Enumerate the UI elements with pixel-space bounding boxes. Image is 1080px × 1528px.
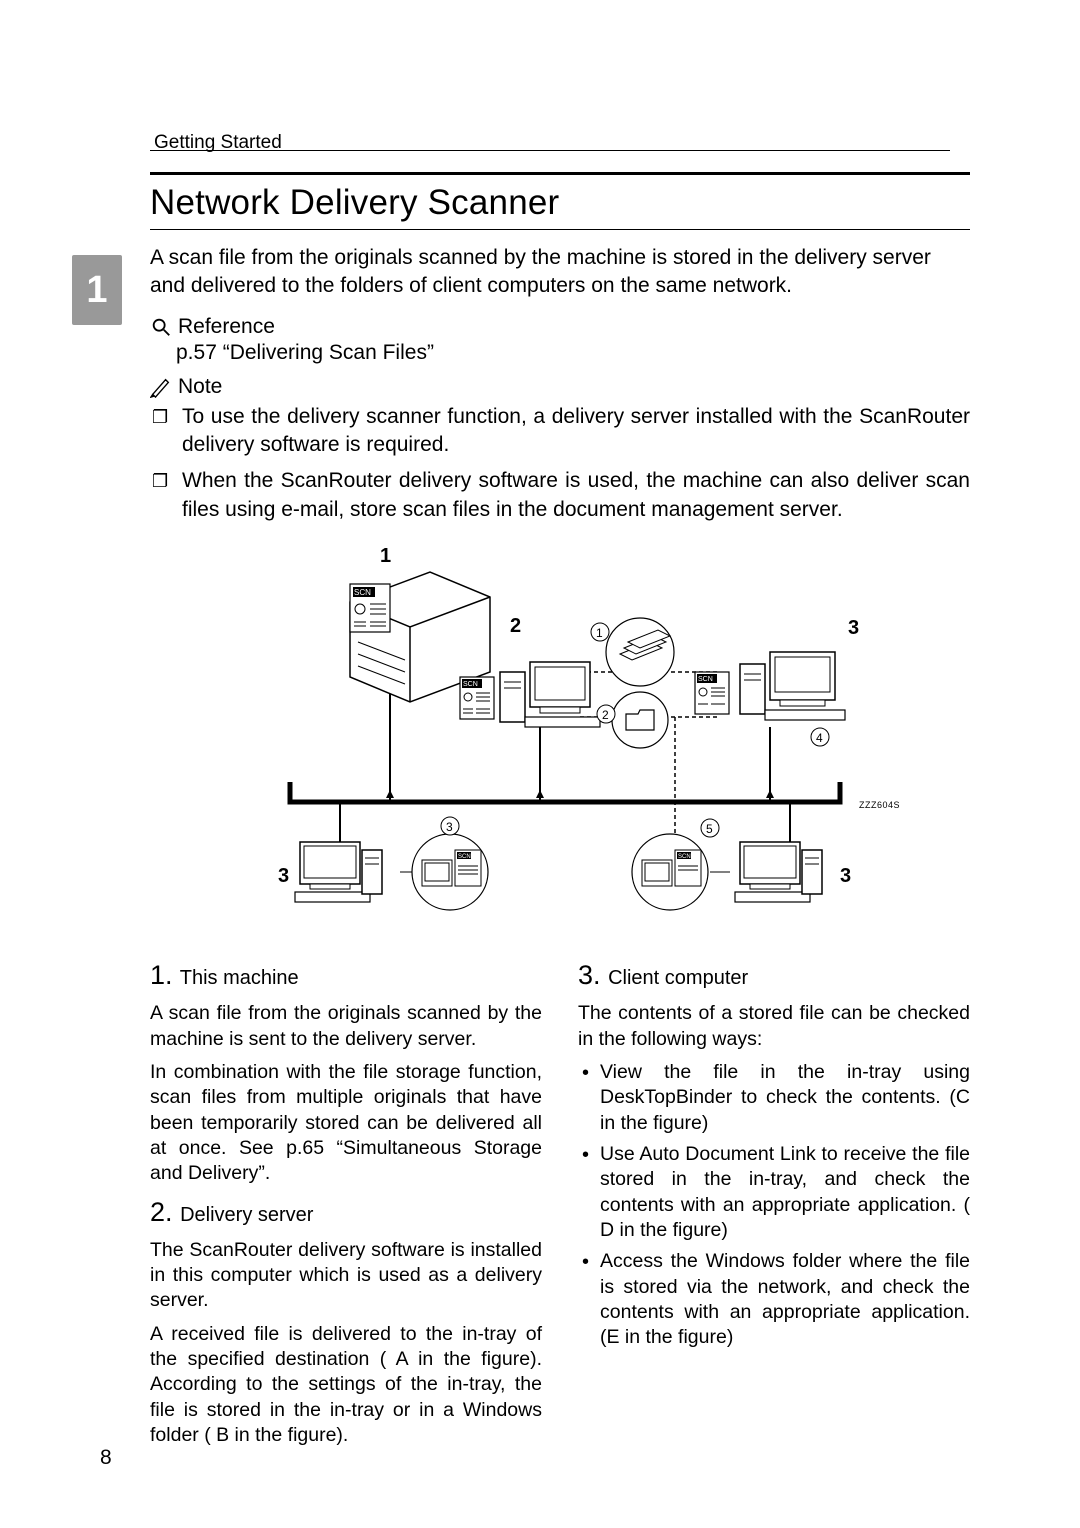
reference-heading: Reference [150, 315, 970, 339]
svg-text:SCN: SCN [463, 681, 478, 688]
chapter-tab: 1 [72, 255, 122, 325]
diagram-circled-5: 5 [706, 822, 713, 836]
bullet-item: View the file in the in-tray using DeskT… [578, 1060, 970, 1136]
note-label: Note [178, 375, 222, 399]
left-column: 1. This machine A scan file from the ori… [150, 952, 542, 1456]
note-heading: Note [150, 375, 970, 399]
svg-text:SCN: SCN [458, 854, 471, 860]
svg-text:SCN: SCN [354, 588, 371, 597]
section-title: Network Delivery Scanner [150, 183, 970, 223]
reference-icon [150, 316, 172, 338]
item-2-p2: A received file is delivered to the in-t… [150, 1322, 542, 1449]
diagram-label-3a: 3 [848, 617, 859, 639]
item-1-heading: 1. This machine [150, 958, 542, 993]
item-3-bullets: View the file in the in-tray using DeskT… [578, 1060, 970, 1351]
diagram-circled-1: 1 [596, 626, 603, 640]
item-1-label: This machine [180, 967, 299, 989]
item-3-p1: The contents of a stored file can be che… [578, 1001, 970, 1052]
diagram-label-2: 2 [510, 615, 521, 637]
right-column: 3. Client computer The contents of a sto… [578, 952, 970, 1456]
two-column-body: 1. This machine A scan file from the ori… [150, 952, 970, 1456]
diagram-callout-1 [606, 618, 674, 686]
note-item: When the ScanRouter delivery software is… [150, 467, 970, 524]
diagram-label-1: 1 [380, 545, 391, 567]
item-2-p1: The ScanRouter delivery software is inst… [150, 1238, 542, 1314]
item-2-number: 2. [150, 1197, 173, 1227]
note-icon [150, 376, 172, 398]
note-item: To use the delivery scanner function, a … [150, 403, 970, 460]
item-3-label: Client computer [608, 967, 748, 989]
item-1-p2: In combination with the file storage fun… [150, 1060, 542, 1187]
diagram-client-br [735, 842, 822, 902]
item-1-number: 1. [150, 960, 173, 990]
diagram-callout-2 [612, 692, 668, 748]
network-diagram: SCN 1 [200, 542, 920, 942]
diagram-callout-3: SCN [412, 834, 488, 910]
diagram-circled-3: 3 [446, 820, 453, 834]
reference-label: Reference [178, 315, 275, 339]
svg-text:SCN: SCN [698, 676, 713, 683]
section-rule-bottom [150, 229, 970, 230]
bullet-item: Use Auto Document Link to receive the fi… [578, 1142, 970, 1243]
svg-text:SCN: SCN [678, 854, 691, 860]
bullet-item: Access the Windows folder where the file… [578, 1249, 970, 1350]
diagram-label-3c: 3 [840, 865, 851, 887]
header-rule [150, 150, 950, 151]
item-2-label: Delivery server [180, 1204, 313, 1226]
page-number: 8 [100, 1446, 112, 1470]
item-2-heading: 2. Delivery server [150, 1195, 542, 1230]
diagram-code: ZZZ604S [859, 800, 900, 810]
diagram-client-bl [295, 842, 382, 902]
item-1-p1: A scan file from the originals scanned b… [150, 1001, 542, 1052]
diagram-container: SCN 1 [150, 542, 970, 942]
diagram-client-top: SCN [695, 652, 845, 720]
diagram-label-3b: 3 [278, 865, 289, 887]
note-list: To use the delivery scanner function, a … [150, 403, 970, 524]
item-3-heading: 3. Client computer [578, 958, 970, 993]
diagram-circled-2: 2 [602, 708, 609, 722]
section-intro: A scan file from the originals scanned b… [150, 244, 970, 301]
section-rule-top [150, 172, 970, 175]
reference-body: p.57 “Delivering Scan Files” [176, 341, 970, 365]
diagram-circled-4: 4 [816, 731, 823, 745]
item-3-number: 3. [578, 960, 601, 990]
manual-page: Getting Started 1 Network Delivery Scann… [0, 0, 1080, 1528]
diagram-callout-5: SCN [632, 834, 708, 910]
